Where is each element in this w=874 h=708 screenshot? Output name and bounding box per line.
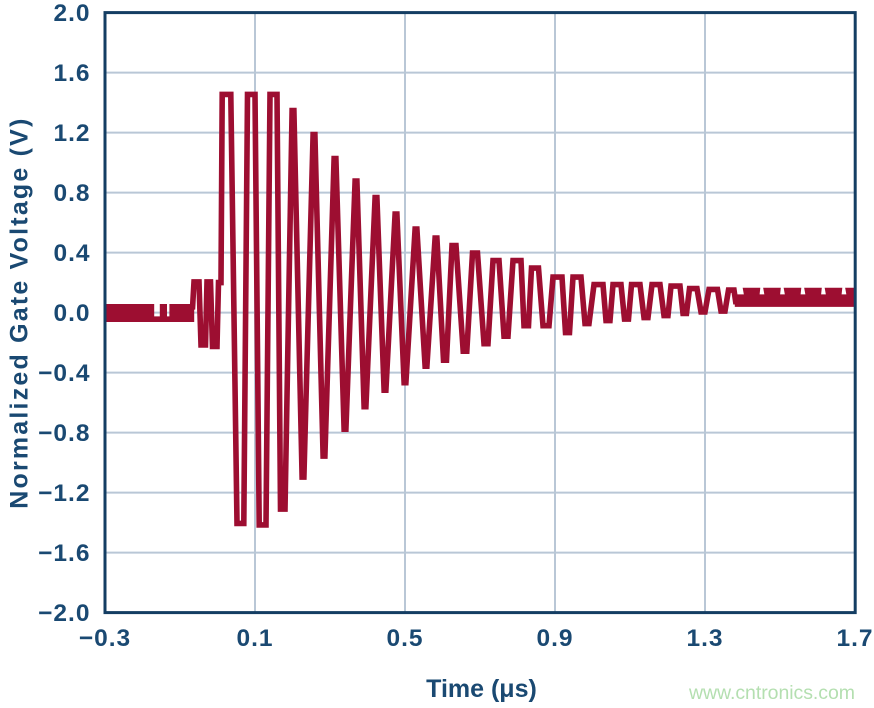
svg-text:−0.8: −0.8 bbox=[38, 420, 90, 447]
svg-text:1.7: 1.7 bbox=[836, 625, 873, 652]
svg-text:Time (μs): Time (μs) bbox=[426, 675, 537, 703]
svg-text:−1.2: −1.2 bbox=[38, 480, 90, 507]
svg-text:0.4: 0.4 bbox=[53, 240, 90, 267]
svg-text:0.8: 0.8 bbox=[53, 180, 90, 207]
svg-text:0.9: 0.9 bbox=[536, 625, 573, 652]
svg-text:0.1: 0.1 bbox=[236, 625, 273, 652]
svg-text:−0.3: −0.3 bbox=[79, 625, 131, 652]
svg-text:0.5: 0.5 bbox=[386, 625, 423, 652]
svg-text:0.0: 0.0 bbox=[53, 300, 90, 327]
svg-text:Normalized Gate Voltage (V): Normalized Gate Voltage (V) bbox=[6, 116, 34, 508]
svg-text:1.3: 1.3 bbox=[686, 625, 723, 652]
svg-text:−1.6: −1.6 bbox=[38, 540, 90, 567]
svg-text:−0.4: −0.4 bbox=[38, 360, 90, 387]
svg-text:−2.0: −2.0 bbox=[38, 600, 90, 627]
svg-text:1.2: 1.2 bbox=[53, 120, 90, 147]
svg-text:1.6: 1.6 bbox=[53, 60, 90, 87]
svg-text:www.cntronics.com: www.cntronics.com bbox=[688, 682, 855, 704]
svg-text:2.0: 2.0 bbox=[53, 0, 90, 27]
